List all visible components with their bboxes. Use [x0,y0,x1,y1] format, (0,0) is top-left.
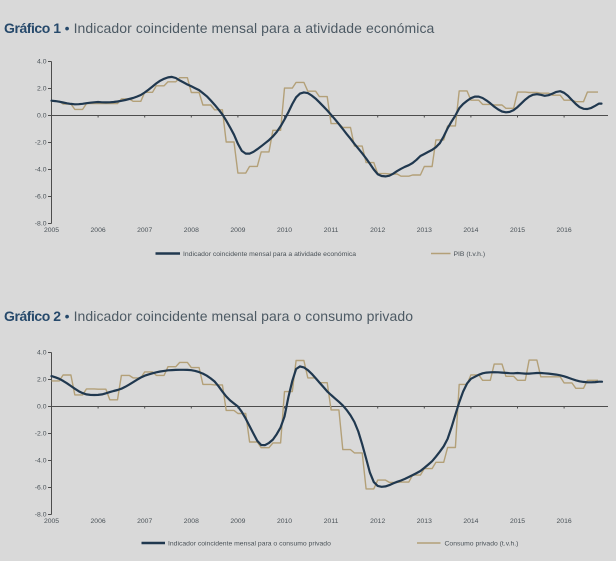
svg-text:2013: 2013 [417,227,432,234]
svg-text:2.0: 2.0 [37,377,47,384]
svg-text:2014: 2014 [463,518,478,525]
svg-text:4.0: 4.0 [37,350,47,357]
svg-text:-2.0: -2.0 [35,431,47,438]
svg-text:-6.0: -6.0 [35,485,47,492]
svg-text:0.0: 0.0 [37,113,47,120]
svg-text:2006: 2006 [91,518,106,525]
svg-text:2014: 2014 [463,227,478,234]
svg-text:2012: 2012 [370,227,385,234]
svg-text:-8.0: -8.0 [35,221,47,228]
svg-text:2007: 2007 [137,518,152,525]
svg-text:2011: 2011 [324,518,339,525]
svg-text:-4.0: -4.0 [35,167,47,174]
svg-text:-6.0: -6.0 [35,194,47,201]
svg-text:2015: 2015 [510,518,525,525]
svg-text:2011: 2011 [324,227,339,234]
svg-text:2009: 2009 [230,227,245,234]
svg-text:Consumo privado (t.v.h.): Consumo privado (t.v.h.) [445,540,519,547]
svg-text:0.0: 0.0 [37,404,47,411]
svg-text:PIB (t.v.h.): PIB (t.v.h.) [454,251,486,258]
svg-text:2013: 2013 [417,518,432,525]
svg-text:4.0: 4.0 [37,59,47,66]
svg-text:2012: 2012 [370,518,385,525]
svg-text:-2.0: -2.0 [35,140,47,147]
svg-text:Indicador coincidente mensal p: Indicador coincidente mensal para a ativ… [183,251,356,258]
svg-text:2005: 2005 [44,518,59,525]
svg-text:-4.0: -4.0 [35,458,47,465]
svg-text:2016: 2016 [557,227,572,234]
svg-text:Indicador coincidente mensal p: Indicador coincidente mensal para o cons… [168,540,331,547]
svg-text:2009: 2009 [230,518,245,525]
svg-text:2008: 2008 [184,227,199,234]
svg-text:2016: 2016 [557,518,572,525]
svg-text:2010: 2010 [277,518,292,525]
svg-text:2.0: 2.0 [37,86,47,93]
svg-text:-8.0: -8.0 [35,512,47,519]
svg-text:2008: 2008 [184,518,199,525]
svg-text:2006: 2006 [91,227,106,234]
svg-text:2015: 2015 [510,227,525,234]
svg-text:2005: 2005 [44,227,59,234]
svg-text:2007: 2007 [137,227,152,234]
svg-text:2010: 2010 [277,227,292,234]
